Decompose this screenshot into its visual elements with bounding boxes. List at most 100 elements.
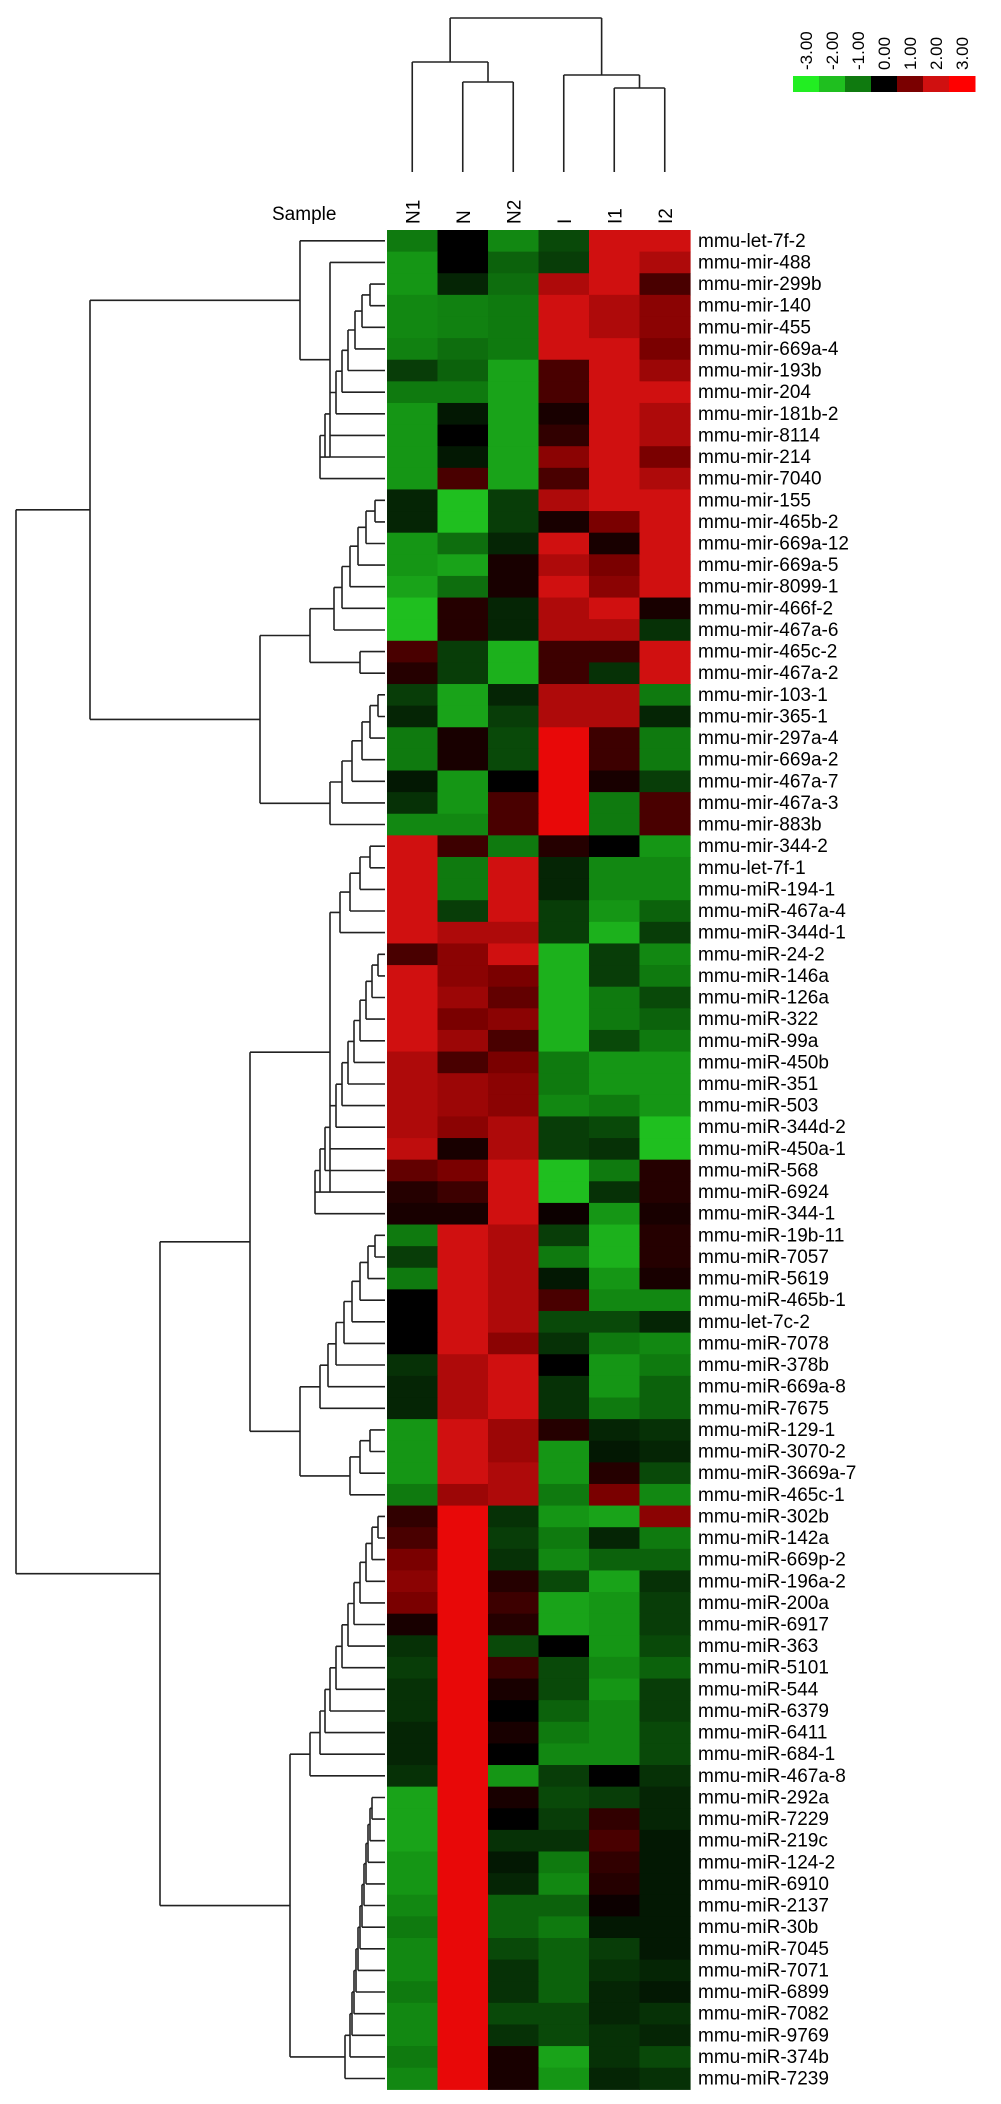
heatmap-cell-mmu-miR-7071-N — [437, 1959, 489, 1982]
row-label: mmu-miR-344d-1 — [698, 923, 846, 944]
row-label: mmu-miR-124-2 — [698, 1852, 835, 1873]
heatmap-cell-mmu-miR-351-I2 — [639, 1073, 691, 1096]
heatmap-cell-mmu-miR-200a-N1 — [387, 1592, 439, 1615]
heatmap-cell-mmu-miR-669a-8-I2 — [639, 1375, 691, 1399]
row-label: mmu-miR-669a-8 — [698, 1377, 846, 1398]
heatmap-cell-mmu-miR-194-1-N2 — [488, 878, 540, 901]
heatmap-cell-mmu-miR-124-2-I — [538, 1851, 590, 1874]
heatmap-cell-mmu-miR-465c-1-N1 — [387, 1483, 439, 1507]
heatmap-cell-mmu-miR-126a-N2 — [488, 986, 540, 1009]
heatmap-cell-mmu-mir-669a-2-N2 — [488, 748, 540, 772]
heatmap-cell-mmu-mir-344-2-N2 — [488, 835, 540, 858]
heatmap-cell-mmu-miR-450b-I1 — [589, 1051, 641, 1074]
row-label: mmu-mir-181b-2 — [698, 404, 838, 425]
row-label: mmu-let-7c-2 — [698, 1312, 810, 1333]
heatmap-cell-mmu-miR-6924-N2 — [488, 1181, 540, 1204]
row-label: mmu-miR-344-1 — [698, 1204, 835, 1225]
heatmap-cell-mmu-miR-344d-1-N2 — [488, 921, 540, 945]
heatmap-cell-mmu-miR-194-1-I1 — [589, 878, 641, 901]
heatmap-cell-mmu-miR-126a-I2 — [639, 986, 691, 1009]
heatmap-cell-mmu-mir-669a-4-N2 — [488, 338, 540, 361]
heatmap-cell-mmu-miR-344-1-I2 — [639, 1202, 691, 1226]
heatmap-cell-mmu-miR-24-2-I1 — [589, 943, 641, 966]
heatmap-cell-mmu-miR-7239-I2 — [639, 2067, 691, 2090]
heatmap-cell-mmu-miR-467a-4-N — [437, 900, 489, 923]
heatmap-cell-mmu-miR-344d-2-I1 — [589, 1116, 641, 1139]
heatmap-cell-mmu-miR-7229-I — [538, 1808, 590, 1831]
heatmap-cell-mmu-miR-19b-11-N — [437, 1224, 489, 1247]
row-label: mmu-mir-365-1 — [698, 707, 828, 728]
heatmap-cell-mmu-mir-467a-7-I1 — [589, 770, 641, 793]
heatmap-cell-mmu-miR-465c-1-N — [437, 1483, 489, 1507]
heatmap-cell-mmu-miR-6917-N — [437, 1613, 489, 1636]
heatmap-cell-mmu-miR-7675-I — [538, 1397, 590, 1420]
row-label: mmu-mir-669a-5 — [698, 555, 838, 576]
heatmap-cell-mmu-miR-194-1-I2 — [639, 878, 691, 901]
heatmap-cell-mmu-miR-450a-1-I — [538, 1138, 590, 1161]
heatmap-cell-mmu-mir-299b-I — [538, 273, 590, 296]
heatmap-cell-mmu-miR-200a-I — [538, 1592, 590, 1615]
heatmap-cell-mmu-miR-146a-I — [538, 965, 590, 988]
heatmap-cell-mmu-miR-669a-8-I1 — [589, 1375, 641, 1399]
heatmap-cell-mmu-miR-126a-I — [538, 986, 590, 1009]
heatmap-cell-mmu-miR-7229-N2 — [488, 1808, 540, 1831]
heatmap-cell-mmu-miR-129-1-I — [538, 1419, 590, 1442]
heatmap-cell-mmu-mir-467a-7-N1 — [387, 770, 439, 793]
heatmap-cell-mmu-miR-351-N — [437, 1073, 489, 1096]
column-dendrogram-branches — [411, 17, 666, 172]
heatmap-cell-mmu-miR-194-1-N — [437, 878, 489, 901]
heatmap-cell-mmu-miR-3669a-7-N2 — [488, 1462, 540, 1485]
heatmap-cell-mmu-miR-196a-2-N2 — [488, 1570, 540, 1593]
heatmap-cell-mmu-miR-142a-I1 — [589, 1527, 641, 1550]
heatmap-cell-mmu-mir-140-I — [538, 294, 590, 318]
heatmap-cell-mmu-miR-351-I1 — [589, 1073, 641, 1096]
heatmap-cell-mmu-miR-302b-I2 — [639, 1505, 691, 1528]
heatmap-cell-mmu-miR-7078-N2 — [488, 1332, 540, 1355]
heatmap-cell-mmu-mir-7040-I — [538, 467, 590, 491]
heatmap-cell-mmu-miR-6917-N1 — [387, 1613, 439, 1636]
heatmap-cell-mmu-miR-2137-N — [437, 1894, 489, 1917]
heatmap-cell-mmu-miR-7239-N1 — [387, 2067, 439, 2090]
heatmap-cell-mmu-mir-467a-2-I — [538, 662, 590, 685]
heatmap-cell-mmu-miR-146a-N — [437, 965, 489, 988]
heatmap-cell-mmu-miR-7045-N2 — [488, 1937, 540, 1961]
heatmap-cell-mmu-mir-467a-3-N — [437, 792, 489, 815]
heatmap-cell-mmu-mir-204-N1 — [387, 381, 439, 404]
heatmap-cell-mmu-mir-669a-5-N2 — [488, 554, 540, 577]
row-label: mmu-miR-322 — [698, 1009, 818, 1030]
heatmap-cell-mmu-mir-669a-12-I — [538, 532, 590, 555]
heatmap-cell-mmu-mir-467a-2-N — [437, 662, 489, 685]
heatmap-cell-mmu-miR-7045-I2 — [639, 1937, 691, 1961]
heatmap-cell-mmu-let-7f-2-N2 — [488, 230, 540, 253]
heatmap-cell-mmu-miR-219c-I1 — [589, 1829, 641, 1853]
heatmap-cell-mmu-miR-351-N2 — [488, 1073, 540, 1096]
row-label: mmu-miR-351 — [698, 1074, 818, 1095]
heatmap-cell-mmu-miR-363-N2 — [488, 1635, 540, 1658]
heatmap-cell-mmu-miR-142a-I — [538, 1527, 590, 1550]
heatmap-cell-mmu-miR-124-2-N1 — [387, 1851, 439, 1874]
heatmap-cell-mmu-mir-181b-2-I2 — [639, 402, 691, 426]
heatmap-cell-mmu-mir-466f-2-I1 — [589, 597, 641, 620]
heatmap-cell-mmu-mir-8099-1-I2 — [639, 575, 691, 599]
heatmap-cell-mmu-miR-6899-I — [538, 1981, 590, 2004]
heatmap-cell-mmu-miR-684-1-I2 — [639, 1743, 691, 1766]
heatmap-cell-mmu-miR-7057-N — [437, 1246, 489, 1269]
heatmap-cell-mmu-let-7f-2-I1 — [589, 230, 641, 253]
heatmap-cell-mmu-miR-568-N1 — [387, 1159, 439, 1182]
heatmap-cell-mmu-miR-124-2-I1 — [589, 1851, 641, 1874]
heatmap-cell-mmu-mir-466f-2-N1 — [387, 597, 439, 620]
row-label: mmu-miR-6910 — [698, 1874, 829, 1895]
heatmap-cell-mmu-miR-363-I1 — [589, 1635, 641, 1658]
heatmap-cell-mmu-mir-103-1-N1 — [387, 684, 439, 707]
heatmap-cell-mmu-miR-684-1-I — [538, 1743, 590, 1766]
heatmap-cell-mmu-mir-155-N2 — [488, 489, 540, 512]
heatmap-cell-mmu-miR-5619-N — [437, 1267, 489, 1290]
heatmap-cell-mmu-miR-6899-N — [437, 1981, 489, 2004]
heatmap-cell-mmu-miR-24-2-I2 — [639, 943, 691, 966]
row-label: mmu-miR-6411 — [698, 1723, 828, 1744]
heatmap-cell-mmu-mir-669a-12-I2 — [639, 532, 691, 555]
row-label: mmu-miR-450b — [698, 1052, 829, 1073]
heatmap-cell-mmu-mir-467a-7-N2 — [488, 770, 540, 793]
heatmap-cell-mmu-mir-467a-7-I — [538, 770, 590, 793]
heatmap-cell-mmu-miR-7675-I1 — [589, 1397, 641, 1420]
